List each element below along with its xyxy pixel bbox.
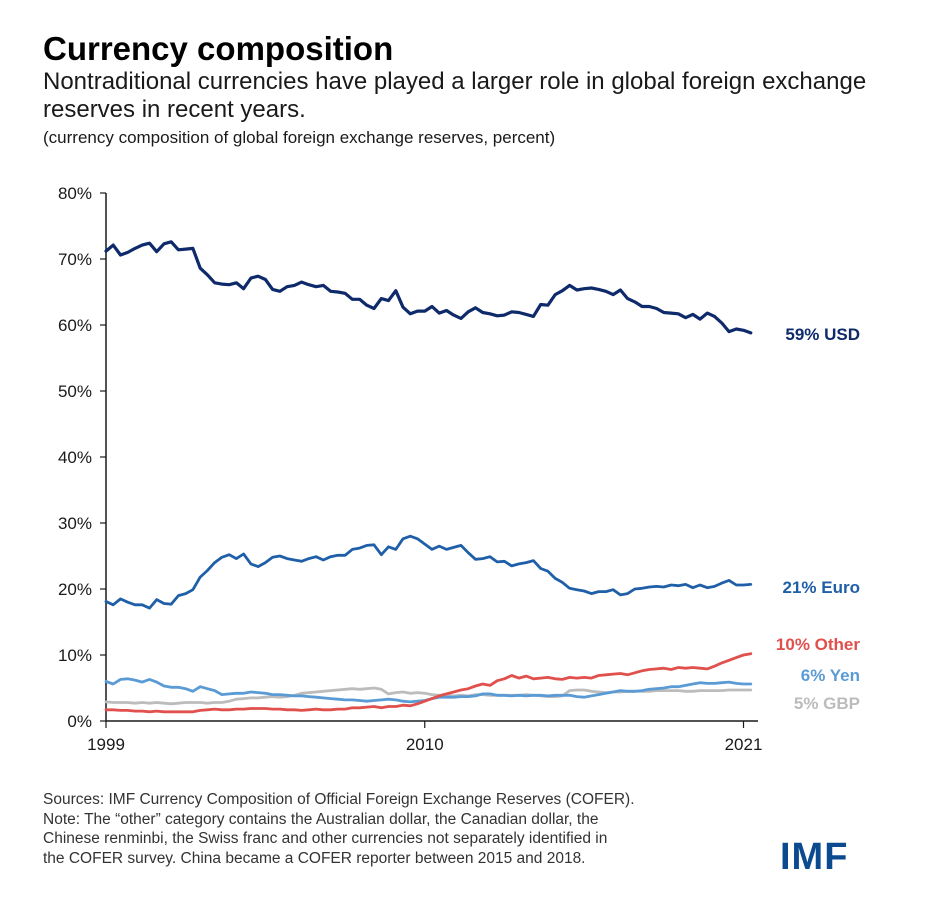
- series-label-yen: 6% Yen: [801, 666, 860, 685]
- y-tick-label: 80%: [58, 184, 92, 203]
- series-line-euro: [104, 534, 753, 610]
- series-label-other: 10% Other: [776, 635, 860, 654]
- note-line: Sources: IMF Currency Composition of Off…: [43, 791, 635, 808]
- note-line: Chinese renminbi, the Swiss franc and ot…: [43, 830, 608, 847]
- chart-title: Currency composition: [43, 30, 394, 67]
- y-tick-label: 70%: [58, 250, 92, 269]
- imf-logo: IMF: [780, 836, 849, 878]
- series-line-other: [104, 652, 753, 714]
- line-chart: 80% 70% 60% 50% 40% 30% 20% 10% 0% 1999 2010 2021 59…: [58, 184, 860, 754]
- chart-subtitle: Nontraditional currencies have played a …: [43, 68, 867, 123]
- note-line: the COFER survey. China became a COFER r…: [43, 849, 586, 867]
- series-label-euro: 21% Euro: [783, 578, 860, 597]
- y-tick-label: 0%: [67, 712, 92, 731]
- y-tick-label: 40%: [58, 448, 92, 467]
- series-line-gbp: [104, 686, 753, 706]
- series-label-usd: 59% USD: [785, 325, 860, 344]
- x-tick-label: 2010: [406, 735, 444, 754]
- y-tick-label: 50%: [58, 382, 92, 401]
- x-tick-label: 1999: [87, 735, 125, 754]
- y-tick-label: 30%: [58, 514, 92, 533]
- series-label-gbp: 5% GBP: [794, 694, 860, 713]
- y-tick-label: 60%: [58, 316, 92, 335]
- note-line: Note: The “other” category contains the …: [43, 810, 599, 828]
- x-tick-label: 2021: [725, 735, 763, 754]
- chart-unit-note: (currency composition of global foreign …: [43, 128, 556, 147]
- source-notes: Sources: IMF Currency Composition of Off…: [43, 790, 763, 868]
- series-line-usd: [104, 240, 753, 335]
- y-tick-label: 20%: [58, 580, 92, 599]
- y-tick-label: 10%: [58, 646, 92, 665]
